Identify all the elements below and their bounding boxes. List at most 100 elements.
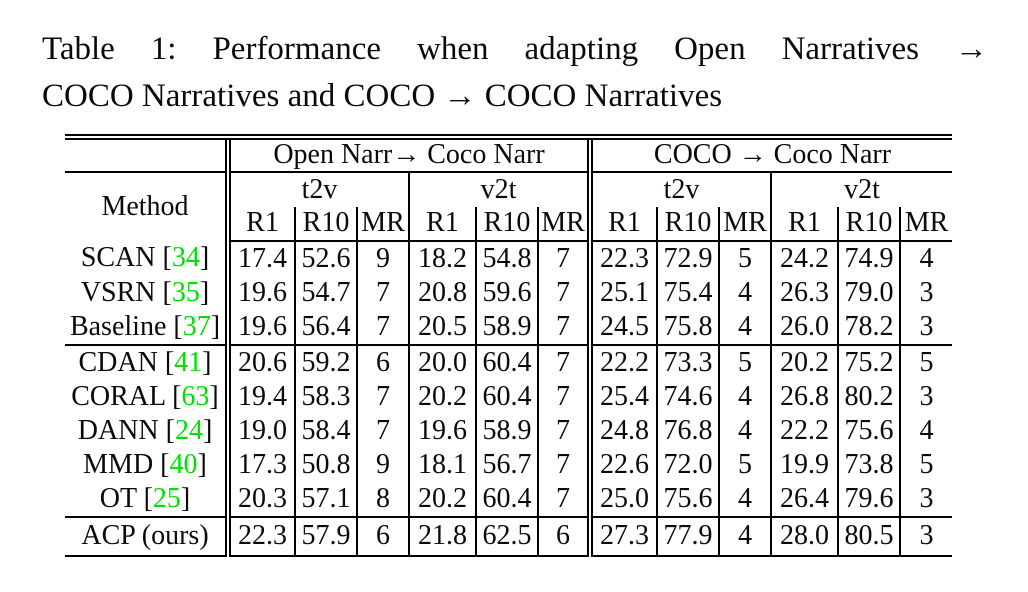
method-cell: Baseline [37] [69,310,221,342]
metric-value-cell: 74.9 [837,240,900,276]
metric-value-cell: 7 [537,275,590,310]
metric-header-r10-4: R10 [475,206,538,242]
metric-value-cell: 75.6 [656,481,719,517]
metric-value-cell: 7 [537,413,590,448]
metric-value-cell: 75.8 [656,309,719,345]
metric-value-cell: 26.8 [770,379,838,414]
citation-number: 63 [181,380,210,412]
metric-value-cell: 19.6 [225,309,295,345]
metric-value-cell: 58.4 [294,413,357,448]
metric-value-cell: 5 [718,447,771,482]
metric-value-cell: 5 [718,240,771,276]
metric-value-cell: 5 [899,447,952,482]
metric-value-cell: 3 [899,515,952,557]
table-row: ACP (ours) 22.3 57.9 6 21.8 62.5 6 27.3 77.9 4 28.… [65,515,952,557]
metric-value-cell: 22.2 [587,343,657,380]
caption-line-1: Table 1: Performance when adapting Open … [42,31,988,67]
metric-value-cell: 4 [718,413,771,448]
method-cell: CORAL [63] [71,380,219,412]
metric-value-cell: 25.4 [587,379,657,414]
metric-value-cell: 8 [356,481,409,517]
metric-value-cell: 22.3 [587,240,657,276]
citation-number: 41 [174,346,203,378]
metric-value-cell: 60.4 [475,379,538,414]
metric-value-cell: 75.2 [837,343,900,380]
metric-value-cell: 75.6 [837,413,900,448]
citation-number: 25 [152,482,181,514]
metric-value-cell: 76.8 [656,413,719,448]
metric-value-cell: 18.2 [408,240,476,276]
group-header-open-narr: Open Narr→ Coco Narr [225,133,590,173]
metric-value-cell: 17.4 [225,240,295,276]
metric-header-mr-11: MR [899,206,952,242]
metric-value-cell: 20.2 [408,481,476,517]
metric-value-cell: 7 [537,379,590,414]
metric-value-cell: 20.6 [225,343,295,380]
metric-value-cell: 22.6 [587,447,657,482]
metric-value-cell: 9 [356,447,409,482]
metric-value-cell: 7 [537,240,590,276]
metric-header-mr-2: MR [356,206,409,242]
metric-value-cell: 6 [537,515,590,557]
table-caption: Table 1: Performance when adapting Open … [42,26,988,120]
metric-value-cell: 72.9 [656,240,719,276]
metric-value-cell: 7 [356,413,409,448]
metric-value-cell: 26.4 [770,481,838,517]
metric-value-cell: 7 [356,275,409,310]
method-cell: DANN [24] [77,414,213,446]
metric-value-cell: 56.4 [294,309,357,345]
dir-header-v2t-open: v2t [408,171,590,207]
citation-number: 37 [182,310,211,342]
metric-value-cell: 7 [537,447,590,482]
metric-value-cell: 17.3 [225,447,295,482]
metric-value-cell: 20.3 [225,481,295,517]
metric-value-cell: 26.0 [770,309,838,345]
metric-value-cell: 19.6 [408,413,476,448]
metric-value-cell: 5 [718,343,771,380]
citation-number: 34 [171,242,200,274]
metric-value-cell: 75.4 [656,275,719,310]
metric-value-cell: 7 [537,481,590,517]
metric-value-cell: 19.4 [225,379,295,414]
metric-value-cell: 26.3 [770,275,838,310]
metric-header-r10-7: R10 [656,206,719,242]
metric-value-cell: 60.4 [475,343,538,380]
metric-value-cell: 59.6 [475,275,538,310]
metric-value-cell: 6 [356,515,409,557]
dir-header-v2t-coco: v2t [770,171,952,207]
metric-header-r1-6: R1 [587,206,657,242]
metric-value-cell: 78.2 [837,309,900,345]
metric-value-cell: 80.5 [837,515,900,557]
metric-value-cell: 57.1 [294,481,357,517]
metric-value-cell: 3 [899,275,952,310]
table-row: Baseline [37] 19.6 56.4 7 20.5 58.9 7 24.5 75.8 4… [65,309,952,345]
metric-value-cell: 19.6 [225,275,295,310]
metric-value-cell: 4 [718,275,771,310]
metric-value-cell: 9 [356,240,409,276]
method-cell: OT [25] [99,482,191,514]
metric-value-cell: 4 [899,240,952,276]
metric-value-cell: 7 [537,309,590,345]
metric-value-cell: 54.7 [294,275,357,310]
metric-value-cell: 4 [899,413,952,448]
metric-value-cell: 20.5 [408,309,476,345]
metric-value-cell: 3 [899,481,952,517]
metric-value-cell: 3 [899,309,952,345]
method-cell: SCAN [34] [80,242,210,274]
citation-number: 40 [169,448,198,480]
group-header-row: Open Narr→ Coco Narr COCO → Coco Narr [65,133,952,173]
metric-value-cell: 56.7 [475,447,538,482]
metric-value-cell: 58.9 [475,309,538,345]
metric-header-r1-9: R1 [770,206,838,242]
table-row: SCAN [34] 17.4 52.6 9 18.2 54.8 7 22.3 72.9 5 24.2… [65,240,952,276]
metric-value-cell: 7 [356,379,409,414]
metric-value-cell: 21.8 [408,515,476,557]
metric-value-cell: 19.0 [225,413,295,448]
metric-header-r1-0: R1 [225,206,295,242]
metric-value-cell: 3 [899,379,952,414]
metric-header-row: R1 R10 MR R1 R10 MR R1 R10 MR R1 R10 MR [65,206,952,242]
metric-value-cell: 77.9 [656,515,719,557]
metric-value-cell: 6 [356,343,409,380]
metric-value-cell: 24.2 [770,240,838,276]
